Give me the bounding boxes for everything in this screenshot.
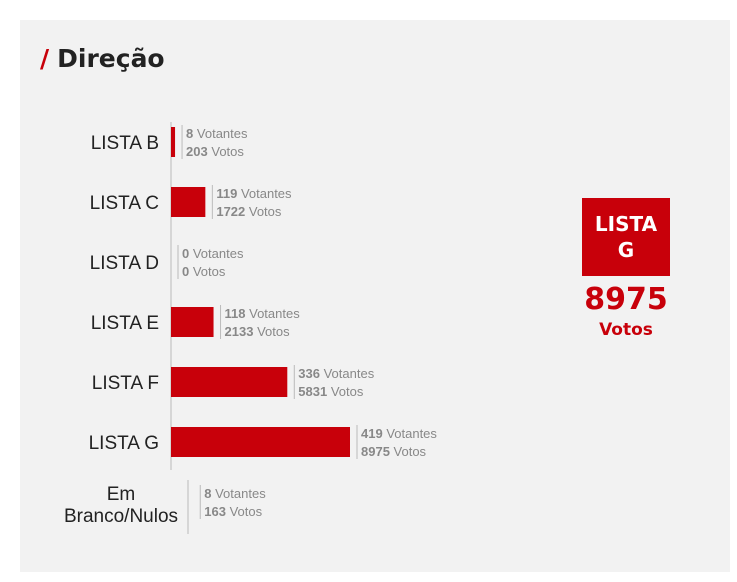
votos-label: 0 Votos <box>182 264 226 279</box>
winner-votes: 8975 <box>584 282 668 317</box>
winner-badge: LISTA G <box>582 198 670 276</box>
category-label: LISTA F <box>92 373 159 394</box>
votantes-label: 119 Votantes <box>216 186 292 201</box>
votantes-label: 0 Votantes <box>182 246 244 261</box>
votos-label: 1722 Votos <box>216 204 282 219</box>
votos-label: 2133 Votos <box>225 324 291 339</box>
chart-panel <box>20 20 730 572</box>
title-slash: / <box>40 44 50 73</box>
bar <box>171 307 214 337</box>
category-label: Em Branco/Nulos <box>64 484 178 527</box>
votos-label: 203 Votos <box>186 144 244 159</box>
chart-title: / Direção <box>40 44 165 73</box>
title-text: Direção <box>57 44 165 73</box>
winner-votes-label: Votos <box>599 320 653 340</box>
category-label: LISTA G <box>89 433 159 454</box>
votos-label: 163 Votos <box>204 504 262 519</box>
category-label: LISTA C <box>90 193 159 214</box>
bar <box>171 187 206 217</box>
votos-label: 5831 Votos <box>298 384 364 399</box>
votos-label: 8975 Votos <box>361 444 427 459</box>
category-label: LISTA B <box>91 133 159 154</box>
bar <box>171 427 350 457</box>
bar <box>171 127 176 157</box>
votantes-label: 8 Votantes <box>204 486 266 501</box>
votantes-label: 419 Votantes <box>361 426 437 441</box>
bar <box>171 367 288 397</box>
category-label: LISTA D <box>90 253 159 274</box>
winner-name: LISTA G <box>594 212 658 262</box>
votantes-label: 336 Votantes <box>298 366 374 381</box>
votantes-label: 118 Votantes <box>225 306 301 321</box>
category-label: LISTA E <box>91 313 159 334</box>
votantes-label: 8 Votantes <box>186 126 248 141</box>
